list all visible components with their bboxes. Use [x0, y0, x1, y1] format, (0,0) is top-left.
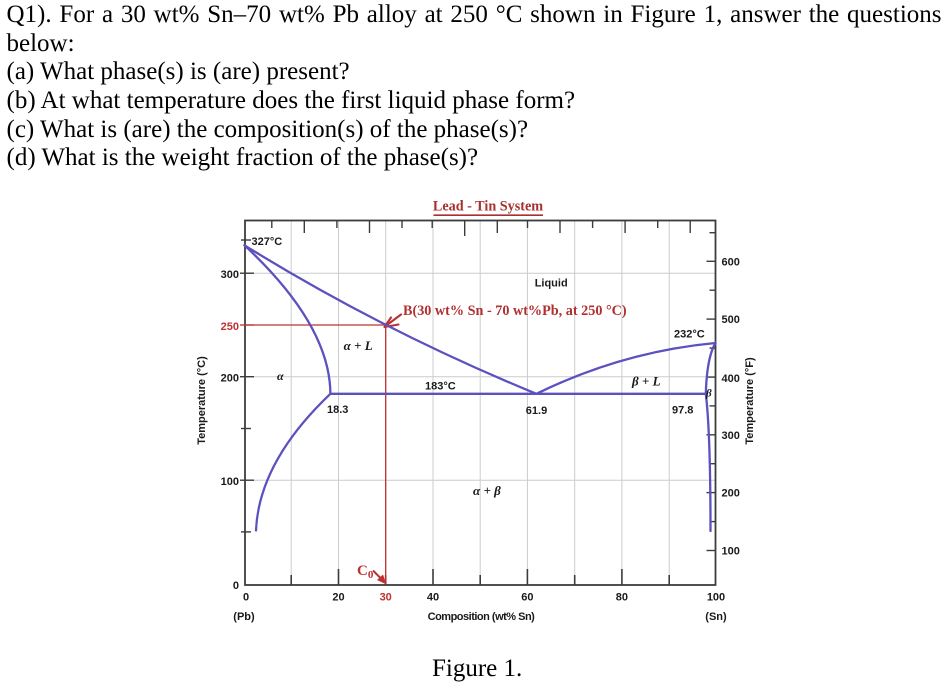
svg-text:61.9: 61.9 — [526, 405, 547, 417]
svg-text:600: 600 — [722, 256, 740, 268]
svg-text:200: 200 — [722, 488, 740, 500]
svg-text:β + L: β + L — [631, 374, 661, 389]
svg-text:0: 0 — [233, 580, 239, 592]
svg-text:0: 0 — [243, 592, 249, 604]
svg-text:Liquid: Liquid — [535, 278, 568, 290]
svg-text:β: β — [705, 388, 712, 400]
svg-text:Temperature (°C): Temperature (°C) — [196, 356, 208, 445]
svg-text:Composition (wt% Sn): Composition (wt% Sn) — [428, 611, 536, 623]
svg-text:232°C: 232°C — [674, 329, 705, 341]
svg-text:40: 40 — [427, 592, 439, 604]
svg-text:60: 60 — [521, 592, 533, 604]
svg-text:327°C: 327°C — [252, 236, 283, 248]
svg-text:20: 20 — [332, 592, 344, 604]
svg-text:α + L: α + L — [344, 338, 373, 353]
svg-text:100: 100 — [722, 545, 740, 557]
svg-text:97.8: 97.8 — [672, 405, 693, 417]
svg-text:C0: C0 — [357, 563, 374, 581]
svg-text:α: α — [277, 369, 284, 383]
svg-text:400: 400 — [722, 373, 740, 385]
svg-text:(Pb): (Pb) — [233, 611, 255, 623]
svg-text:80: 80 — [616, 592, 628, 604]
svg-text:200: 200 — [221, 373, 239, 385]
svg-text:B(30 wt% Sn - 70 wt%Pb, at 250: B(30 wt% Sn - 70 wt%Pb, at 250 °C) — [403, 303, 627, 319]
svg-text:Lead - Tin System: Lead - Tin System — [433, 199, 543, 215]
svg-text:250: 250 — [221, 321, 239, 333]
svg-text:30: 30 — [380, 592, 392, 604]
svg-text:100: 100 — [221, 476, 239, 488]
svg-text:300: 300 — [722, 430, 740, 442]
svg-text:(Sn): (Sn) — [705, 611, 727, 623]
svg-text:500: 500 — [722, 314, 740, 326]
svg-text:183°C: 183°C — [425, 381, 456, 393]
svg-text:18.3: 18.3 — [327, 404, 348, 416]
svg-text:300: 300 — [221, 269, 239, 281]
svg-text:α + β: α + β — [473, 483, 501, 498]
svg-text:100: 100 — [707, 592, 725, 604]
svg-text:Temperature (°F): Temperature (°F) — [744, 357, 756, 445]
